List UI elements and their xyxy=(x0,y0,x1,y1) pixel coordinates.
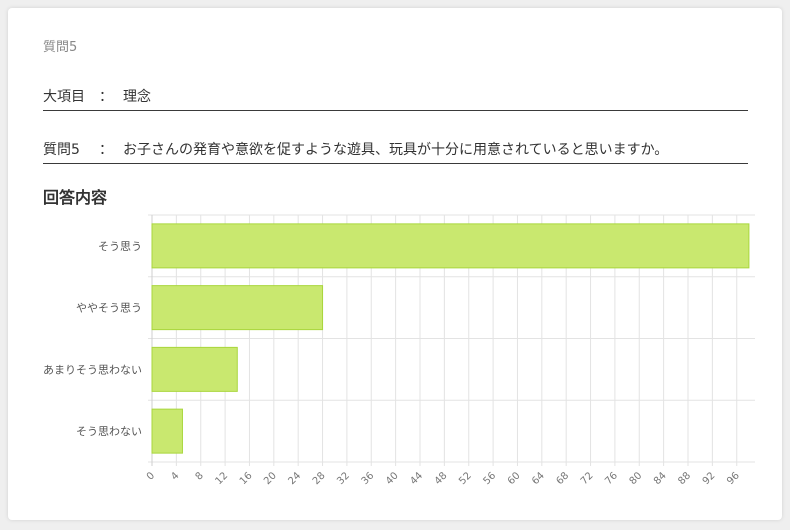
x-tick-label: 60 xyxy=(506,470,523,487)
x-tick-label: 80 xyxy=(628,470,645,487)
question-label: 質問5 xyxy=(43,142,80,158)
x-tick-label: 76 xyxy=(603,470,620,487)
x-tick-label: 32 xyxy=(335,470,352,487)
question-row: 質問5 ： お子さんの発育や意欲を促すような遊具、玩具が十分に用意されていると思… xyxy=(43,133,748,164)
x-tick-label: 92 xyxy=(701,470,718,487)
x-tick-label: 16 xyxy=(238,470,255,487)
x-tick-label: 12 xyxy=(213,470,230,487)
category-label: ややそう思う xyxy=(76,302,142,315)
x-tick-label: 8 xyxy=(194,470,206,482)
x-tick-label: 48 xyxy=(433,470,450,487)
x-tick-label: 4 xyxy=(169,470,181,482)
x-tick-label: 96 xyxy=(725,470,742,487)
x-tick-label: 68 xyxy=(555,470,572,487)
category-value: 理念 xyxy=(123,89,151,105)
x-tick-label: 64 xyxy=(530,470,547,487)
x-tick-label: 44 xyxy=(408,470,425,487)
category-row: 大項目 ： 理念 xyxy=(43,80,748,111)
x-tick-label: 84 xyxy=(652,470,669,487)
x-tick-label: 88 xyxy=(676,470,693,487)
section-title: 回答内容 xyxy=(43,188,108,207)
x-tick-label: 28 xyxy=(311,470,328,487)
x-tick-label: 24 xyxy=(287,470,304,487)
x-tick-label: 40 xyxy=(384,470,401,487)
bar xyxy=(151,346,238,392)
category-label: 大項目 xyxy=(43,89,85,105)
x-tick-label: 56 xyxy=(481,470,498,487)
x-tick-label: 72 xyxy=(579,470,596,487)
bar xyxy=(151,223,750,269)
bar xyxy=(151,408,183,454)
category-label: そう思わない xyxy=(76,425,142,438)
x-tick-label: 20 xyxy=(262,470,279,487)
category-label: そう思う xyxy=(98,240,142,253)
x-tick-label: 52 xyxy=(457,470,474,487)
category-label: あまりそう思わない xyxy=(43,363,142,376)
question-number: 質問5 xyxy=(43,40,78,55)
category-separator: ： xyxy=(99,89,113,105)
question-separator: ： xyxy=(99,142,113,158)
bar xyxy=(151,285,324,331)
question-text: お子さんの発育や意欲を促すような遊具、玩具が十分に用意されていると思いますか。 xyxy=(123,142,669,158)
x-tick-label: 0 xyxy=(145,470,157,482)
x-tick-label: 36 xyxy=(360,470,377,487)
